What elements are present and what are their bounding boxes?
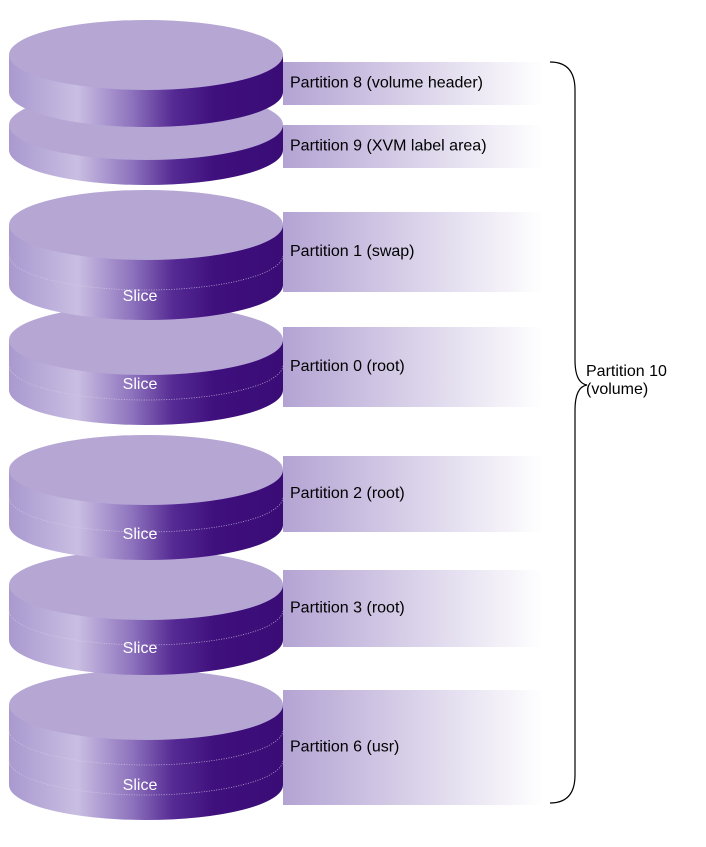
slice-label: Slice (123, 288, 158, 305)
label-bands (283, 62, 543, 805)
disk-top (9, 550, 283, 620)
slice-label: Slice (123, 526, 158, 543)
disk-inner-edge (8, 729, 284, 766)
brace-label: Partition 10 (586, 363, 667, 380)
disk-inner-edge (8, 364, 284, 401)
partition-label: Partition 6 (usr) (290, 739, 399, 756)
brace (549, 61, 588, 804)
label-band (283, 456, 543, 532)
disk-top (9, 305, 283, 375)
partition-label: Partition 3 (root) (290, 600, 405, 617)
disk-inner-edge (8, 496, 284, 533)
slice-label: Slice (123, 640, 158, 657)
label-band (283, 212, 543, 292)
labels: Partition 8 (volume header) Partition 9 (… (123, 75, 487, 795)
slice-label: Slice (123, 376, 158, 393)
partition-label: Partition 8 (volume header) (290, 75, 483, 92)
disk-inner-edge (8, 609, 284, 646)
label-band (283, 570, 543, 647)
partition-label: Partition 2 (root) (290, 485, 405, 502)
label-band (283, 62, 543, 105)
partition-label: Partition 0 (root) (290, 358, 405, 375)
disk-inner-edge (8, 254, 284, 291)
label-band (283, 125, 543, 168)
disk-stack (8, 20, 284, 820)
brace-label: (volume) (586, 381, 648, 398)
disk-top (9, 190, 283, 260)
label-band (283, 690, 543, 805)
disk-top (9, 20, 283, 90)
partition-label: Partition 9 (XVM label area) (290, 138, 487, 155)
slice-label: Slice (123, 777, 158, 794)
disk-top (9, 435, 283, 505)
label-band (283, 327, 543, 407)
disk-inner-edge (8, 759, 284, 796)
partition-label: Partition 1 (swap) (290, 243, 415, 260)
disk-top (9, 670, 283, 740)
